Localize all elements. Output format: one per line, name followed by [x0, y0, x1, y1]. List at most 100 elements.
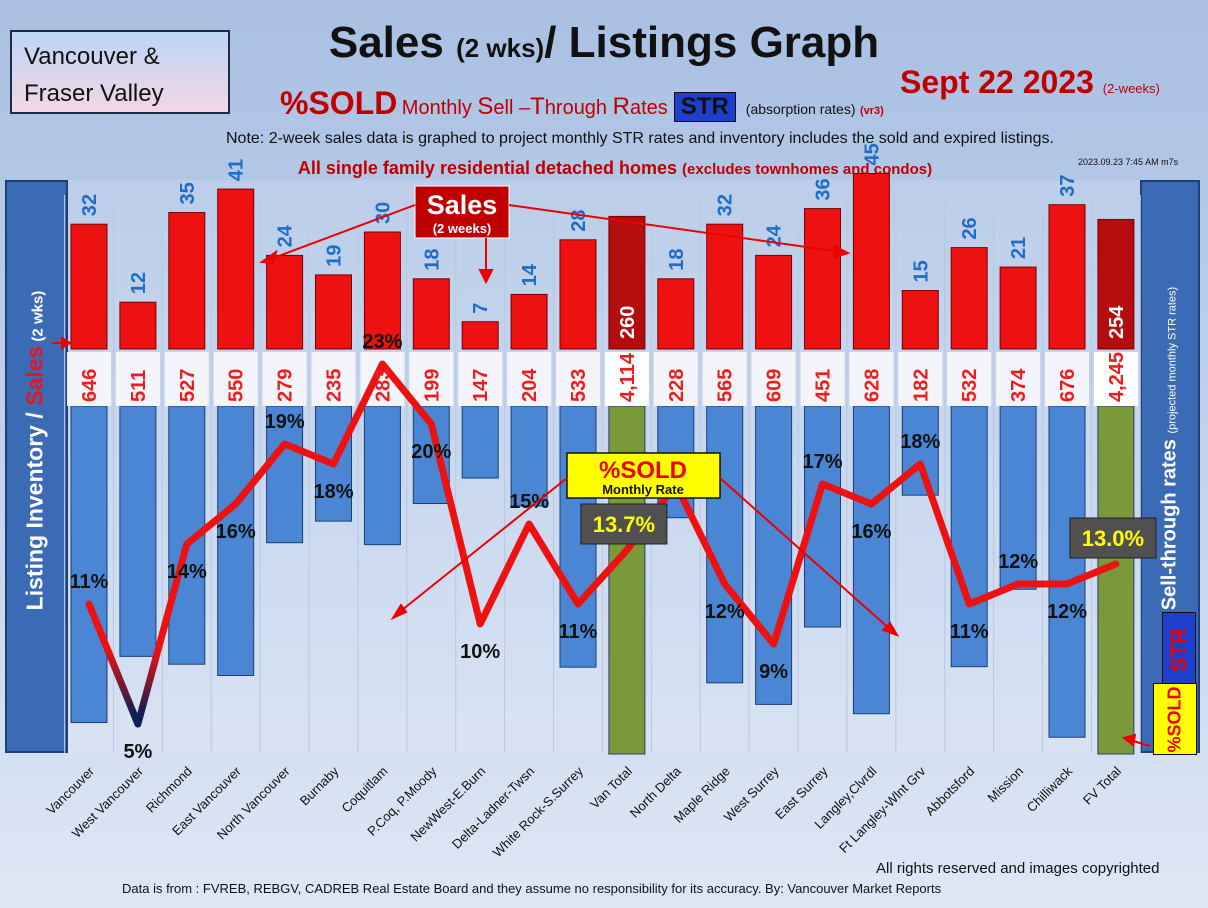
pct-label: 12%	[998, 551, 1038, 573]
sales-bar	[999, 266, 1037, 350]
sales-bar	[315, 274, 352, 350]
sales-bar	[608, 215, 646, 350]
label-layer: 3264612511355274155024279192353028318199…	[70, 143, 1157, 763]
listing-bar	[510, 405, 548, 507]
pct-label: 17%	[802, 451, 842, 473]
listing-value-label: 283	[372, 369, 394, 402]
arrow-sales-left	[267, 204, 416, 261]
sales-value-label: 35	[177, 182, 199, 204]
footer-rights: All rights reserved and images copyright…	[876, 860, 1160, 877]
subtitle: %SOLD Monthly Sell –Through Rates STR (abs…	[280, 85, 884, 122]
str-badge: STR	[673, 92, 736, 122]
total-pct-label: 13.0%	[1082, 526, 1144, 551]
subtitle-ell: ell –	[493, 97, 531, 119]
sales-value-label: 32	[79, 194, 101, 216]
page-title: Sales (2 wks)/ Listings Graph	[0, 18, 1208, 68]
subtitle-r: R	[612, 93, 630, 120]
sales-bar	[657, 278, 695, 350]
pct-label: 16%	[216, 521, 256, 543]
subtitle-hrough: hrough	[544, 97, 613, 119]
sales-callout-box	[414, 185, 510, 239]
arrow-sales-left-head	[259, 249, 278, 265]
sales-bar	[266, 254, 304, 350]
sales-bar	[804, 208, 841, 350]
sales-bar	[119, 301, 157, 350]
sales-bar	[755, 254, 793, 350]
region-box: Vancouver & Fraser Valley	[10, 30, 230, 114]
sales-value-label: 260	[617, 306, 639, 339]
listing-label-bg	[996, 352, 1041, 406]
sold-callout-box	[566, 452, 721, 499]
sales-value-label: 32	[715, 194, 737, 216]
sales-bar	[852, 173, 890, 350]
sales-bar	[510, 293, 548, 350]
listing-bar	[852, 405, 890, 715]
listing-bar	[119, 405, 157, 657]
listing-value-label: 147	[470, 369, 492, 402]
arrow-sold-left-head	[390, 603, 408, 621]
note-text: Note: 2-week sales data is graphed to pr…	[226, 130, 1054, 147]
sales-bar	[1048, 204, 1086, 350]
listing-label-bg	[164, 352, 209, 406]
listing-bar	[755, 405, 793, 705]
pct-label: 12%	[705, 601, 745, 623]
sales-value-label: 254	[1106, 305, 1128, 339]
category-label: White Rock-S.Surrey	[490, 763, 587, 860]
listing-value-label: 199	[421, 369, 443, 402]
sold-callout-sub: Monthly Rate	[602, 482, 684, 497]
total-pct-box	[1069, 517, 1157, 559]
sales-value-label: 45	[861, 143, 883, 165]
sales-value-label: 7	[470, 303, 492, 314]
sales-callout-title: Sales	[427, 190, 498, 220]
sales-bar	[70, 223, 108, 350]
version-note: (vr3)	[859, 105, 884, 117]
pct-label: 23%	[362, 331, 402, 353]
absorption-note: (absorption rates)	[745, 101, 856, 117]
listing-label-bg	[751, 352, 796, 406]
arrow-sales-right-head	[832, 244, 851, 259]
pct-label: 16%	[851, 521, 891, 543]
sales-value-label: 24	[275, 224, 297, 247]
listing-value-label: 182	[910, 369, 932, 402]
category-label: Richmond	[143, 764, 195, 816]
listing-value-label: 532	[959, 369, 981, 402]
listing-label-bg	[1093, 352, 1138, 406]
sales-bar	[1097, 218, 1135, 350]
region-line2: Fraser Valley	[24, 80, 164, 107]
sales-bar	[217, 188, 255, 350]
arrow-sold-right	[719, 477, 893, 632]
listing-label-bg	[604, 352, 649, 406]
listing-bar	[1097, 405, 1135, 755]
sales-value-label: 37	[1057, 174, 1079, 196]
line-layer	[85, 360, 1120, 728]
date-main: Sept 22 2023	[900, 64, 1094, 100]
listing-label-bg	[947, 352, 992, 406]
pct-label: 11%	[559, 621, 598, 643]
sales-value-label: 18	[421, 249, 443, 271]
pct-label: 5%	[123, 741, 152, 763]
listing-bar	[70, 405, 108, 724]
listing-value-label: 628	[861, 369, 883, 402]
listing-label-bg	[898, 352, 943, 406]
listing-value-label: 511	[128, 370, 150, 402]
category-label: Van Total	[587, 763, 635, 811]
listing-label-bg	[458, 352, 503, 406]
date-suffix: (2-weeks)	[1102, 81, 1160, 96]
pct-label: 15%	[509, 491, 549, 513]
sales-value-label: 18	[666, 249, 688, 271]
arrow-sold-left	[396, 477, 568, 615]
pct-label: 18%	[900, 431, 940, 453]
left-axis-panel	[5, 180, 68, 753]
listing-value-label: 565	[715, 369, 737, 402]
listing-label-bg	[849, 352, 894, 406]
sales-bar	[706, 223, 744, 350]
arrow-left-sales-head	[61, 336, 72, 350]
pct-label: 20%	[411, 441, 451, 463]
pct-label: 9%	[759, 661, 788, 683]
arrow-sold-right-head	[881, 621, 900, 637]
listing-value-label: 4,114	[617, 352, 639, 402]
timestamp: 2023.09.23 7:45 AM m7s	[1078, 157, 1179, 167]
category-label: Coquitlam	[339, 764, 391, 816]
sales-value-label: 14	[519, 263, 541, 286]
